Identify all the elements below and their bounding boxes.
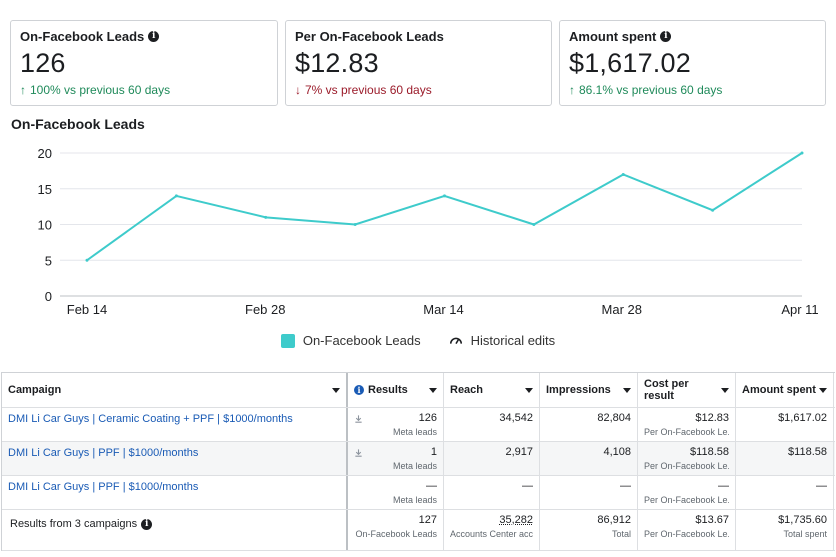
card-value: $1,617.02 (569, 48, 691, 78)
info-icon[interactable]: i (660, 31, 672, 42)
campaign-link[interactable]: DMI Li Car Guys | PPF | $1000/months (8, 481, 199, 493)
data-point[interactable] (85, 258, 89, 262)
card-title: Per On-Facebook Leads (295, 29, 444, 44)
info-icon[interactable]: i (148, 31, 160, 42)
amount-value: — (816, 480, 827, 492)
arrow-up-icon: ↑ (20, 83, 26, 97)
arrow-down-icon: ↓ (295, 83, 301, 97)
chevron-down-icon[interactable] (819, 387, 827, 393)
series-line-leads[interactable] (86, 152, 803, 262)
x-tick-label: Feb 28 (245, 302, 285, 317)
column-header-campaign[interactable]: Campaign (2, 373, 348, 407)
y-tick-label: 5 (45, 253, 52, 268)
card-title: On-Facebook Leads (20, 29, 145, 44)
chart-title: On-Facebook Leads (11, 116, 145, 132)
impressions-value: 4,108 (603, 446, 631, 458)
data-point[interactable] (174, 194, 178, 198)
info-icon[interactable]: i (354, 385, 364, 395)
total-impressions: 86,912 (597, 514, 631, 526)
column-header-impressions[interactable]: Impressions (540, 373, 638, 407)
reach-value: 34,542 (499, 412, 533, 424)
results-value: 1 (430, 446, 437, 458)
total-cpr: $13.67 (695, 514, 729, 526)
table-header: Campaign i Results Reach Impressions Cost… (2, 373, 835, 408)
column-header-results[interactable]: i Results (348, 373, 444, 407)
y-tick-label: 20 (38, 146, 52, 161)
data-point[interactable] (443, 194, 446, 198)
column-header-cost-per-result[interactable]: Cost per result (638, 373, 736, 407)
kpi-card-cost-per-lead: Per On-Facebook Leads $12.83 ↓ 7% vs pre… (285, 20, 552, 106)
card-delta: 86.1% vs previous 60 days (579, 83, 723, 97)
cpr-value: $118.58 (690, 446, 729, 458)
reach-value: — (522, 480, 533, 492)
amount-value: $1,617.02 (778, 412, 827, 424)
gauge-icon (449, 337, 462, 344)
x-tick-label: Apr 11 (781, 302, 818, 317)
data-point[interactable] (621, 172, 625, 176)
chevron-down-icon[interactable] (429, 387, 437, 393)
chevron-down-icon[interactable] (525, 387, 533, 393)
chevron-down-icon[interactable] (623, 387, 631, 393)
chevron-down-icon[interactable] (332, 387, 340, 393)
campaign-link[interactable]: DMI Li Car Guys | Ceramic Coating + PPF … (8, 413, 293, 425)
x-tick-label: Mar 28 (602, 302, 642, 317)
impressions-value: 82,804 (597, 412, 631, 424)
results-value: — (426, 480, 437, 492)
kpi-card-amount-spent: Amount spent i $1,617.02 ↑ 86.1% vs prev… (559, 20, 826, 106)
chart-legend: On-Facebook Leads Historical edits (0, 333, 836, 348)
legend-label: On-Facebook Leads (302, 333, 421, 348)
data-point[interactable] (711, 208, 715, 212)
y-tick-label: 0 (45, 289, 52, 304)
download-icon[interactable] (354, 448, 363, 458)
card-value: 126 (20, 48, 66, 78)
totals-row: Results from 3 campaigns i 127 On-Facebo… (2, 510, 835, 551)
campaigns-table: Campaign i Results Reach Impressions Cost… (1, 372, 835, 551)
y-tick-label: 10 (38, 218, 52, 233)
table-row[interactable]: DMI Li Car Guys | PPF | $1000/months — M… (2, 476, 835, 510)
totals-label: Results from 3 campaigns (10, 518, 138, 530)
legend-item-historical-edits[interactable]: Historical edits (449, 333, 556, 348)
table-row[interactable]: DMI Li Car Guys | PPF | $1000/months 1 M… (2, 442, 835, 476)
total-reach[interactable]: 35,282 (499, 514, 533, 526)
column-header-reach[interactable]: Reach (444, 373, 540, 407)
results-value: 126 (418, 412, 437, 424)
data-point[interactable] (800, 151, 804, 155)
amount-value: $118.58 (788, 446, 827, 458)
cpr-value: $12.83 (695, 412, 729, 424)
arrow-up-icon: ↑ (569, 83, 575, 97)
impressions-value: — (620, 480, 631, 492)
total-results: 127 (418, 514, 437, 526)
leads-line-chart: 0 5 10 15 20 Feb 14 Feb 28 Mar 14 Mar 28 Apr 11 (38, 146, 819, 317)
campaign-link[interactable]: DMI Li Car Guys | PPF | $1000/months (8, 447, 199, 459)
x-tick-label: Feb 14 (67, 302, 107, 317)
card-delta: 100% vs previous 60 days (30, 83, 171, 97)
y-tick-label: 15 (38, 182, 52, 197)
x-tick-label: Mar 14 (423, 302, 463, 317)
column-header-amount-spent[interactable]: Amount spent (736, 373, 834, 407)
kpi-card-leads: On-Facebook Leads i 126 ↑ 100% vs previo… (10, 20, 278, 106)
card-title: Amount spent (569, 29, 657, 44)
legend-swatch (280, 333, 295, 348)
card-delta: 7% vs previous 60 days (305, 83, 432, 97)
legend-item-leads[interactable]: On-Facebook Leads (280, 333, 421, 348)
legend-label: Historical edits (470, 333, 556, 348)
card-value: $12.83 (295, 48, 379, 78)
cpr-value: — (718, 480, 729, 492)
data-point[interactable] (264, 215, 268, 219)
reach-value: 2,917 (505, 446, 533, 458)
info-icon[interactable]: i (141, 518, 153, 530)
download-icon[interactable] (354, 414, 363, 424)
data-point[interactable] (532, 223, 536, 226)
data-point[interactable] (353, 223, 357, 226)
table-row[interactable]: DMI Li Car Guys | Ceramic Coating + PPF … (2, 408, 835, 442)
chevron-down-icon[interactable] (721, 387, 729, 393)
total-amount: $1,735.60 (778, 514, 827, 526)
